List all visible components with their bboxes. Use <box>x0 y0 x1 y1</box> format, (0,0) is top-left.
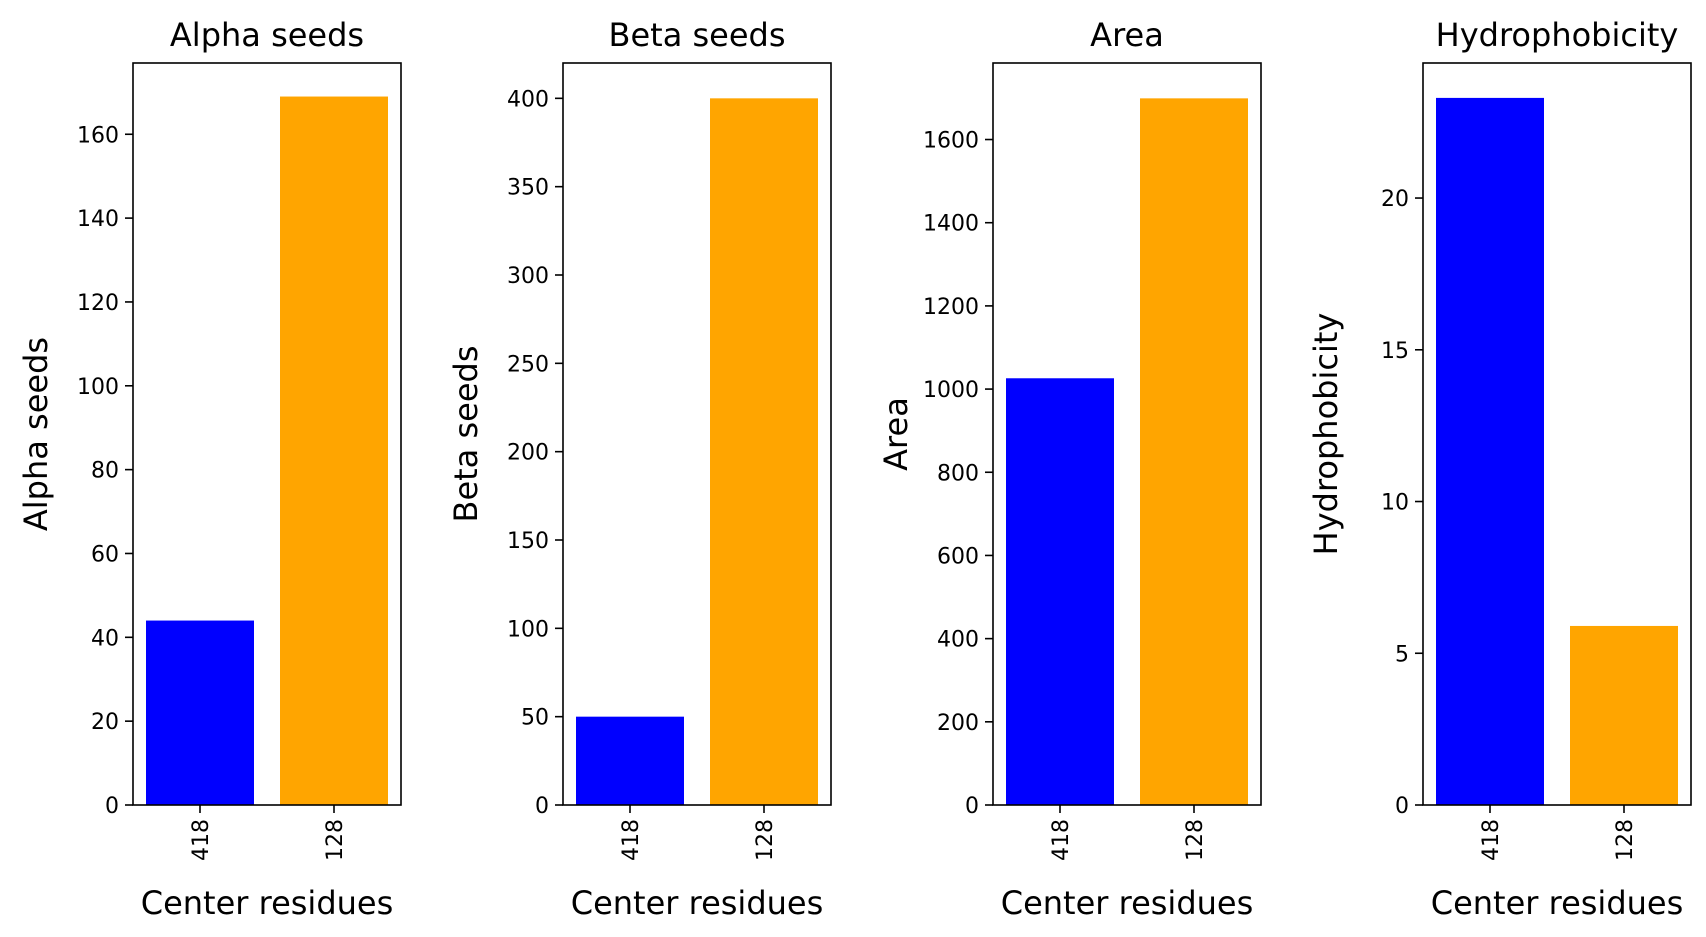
y-tick-label: 0 <box>105 794 119 819</box>
x-axis-label: Center residues <box>1001 884 1254 922</box>
axes-frame <box>1422 62 1692 806</box>
y-tick-label: 250 <box>507 352 549 377</box>
axes-frame <box>132 62 402 806</box>
y-tick-label: 800 <box>937 461 979 486</box>
y-tick-label: 200 <box>937 711 979 736</box>
x-axis-label: Center residues <box>571 884 824 922</box>
y-tick-label: 10 <box>1381 491 1409 516</box>
chart-title: Hydrophobicity <box>1436 16 1679 54</box>
y-tick-label: 160 <box>77 123 119 148</box>
y-tick-label: 120 <box>77 291 119 316</box>
chart-title: Alpha seeds <box>170 16 364 54</box>
y-tick-label: 80 <box>91 459 119 484</box>
bar-128 <box>280 96 388 805</box>
y-axis-label: Hydrophobicity <box>1307 313 1345 556</box>
y-tick-label: 400 <box>937 628 979 653</box>
x-tick-label: 128 <box>1183 819 1208 861</box>
y-tick-label: 200 <box>507 441 549 466</box>
chart-title: Beta seeds <box>609 16 786 54</box>
axes-frame <box>992 62 1262 806</box>
y-tick-label: 100 <box>507 617 549 642</box>
y-tick-label: 20 <box>91 710 119 735</box>
x-tick-label: 418 <box>1049 819 1074 861</box>
y-tick-label: 1400 <box>923 212 979 237</box>
y-tick-label: 15 <box>1381 339 1409 364</box>
y-tick-label: 150 <box>507 529 549 554</box>
y-tick-label: 40 <box>91 626 119 651</box>
chart-panel-3: 0 5 10 15 20 418 128 Hydrophobicity Center resid… <box>1307 16 1692 922</box>
x-tick-label: 128 <box>1613 819 1638 861</box>
y-tick-label: 350 <box>507 176 549 201</box>
y-tick-label: 1200 <box>923 295 979 320</box>
x-tick-label: 418 <box>619 819 644 861</box>
chart-panel-2: 0 200 400 600 800 1000 1200 1400 1600 418 128 Area C… <box>877 16 1262 922</box>
y-tick-label: 20 <box>1381 187 1409 212</box>
axes-frame <box>562 62 832 806</box>
y-tick-label: 600 <box>937 544 979 569</box>
y-tick-label: 0 <box>1395 794 1409 819</box>
y-axis-label: Beta seeds <box>447 346 485 523</box>
y-tick-label: 100 <box>77 375 119 400</box>
y-tick-label: 0 <box>535 794 549 819</box>
y-axis-label: Alpha seeds <box>17 337 55 531</box>
bar-418 <box>1436 97 1544 806</box>
bar-418 <box>1006 378 1114 805</box>
y-tick-label: 1600 <box>923 129 979 154</box>
bar-418 <box>576 716 684 805</box>
bar-418 <box>146 620 254 805</box>
y-tick-label: 300 <box>507 264 549 289</box>
y-tick-label: 1000 <box>923 378 979 403</box>
y-axis-label: Area <box>877 397 915 471</box>
bar-128 <box>1570 625 1678 805</box>
y-tick-label: 50 <box>521 706 549 731</box>
x-tick-label: 418 <box>1479 819 1504 861</box>
x-tick-label: 128 <box>753 819 778 861</box>
chart-panel-1: 0 50 100 150 200 250 300 350 400 418 128 Beta seeds… <box>447 16 832 922</box>
x-tick-label: 128 <box>323 819 348 861</box>
y-tick-label: 400 <box>507 87 549 112</box>
bar-128 <box>710 98 818 806</box>
y-tick-label: 60 <box>91 542 119 567</box>
chart-panel-0: 0 20 40 60 80 100 120 140 160 418 128 Alpha seeds Ce… <box>17 16 402 922</box>
x-axis-label: Center residues <box>1431 884 1684 922</box>
x-tick-label: 418 <box>189 819 214 861</box>
x-axis-label: Center residues <box>141 884 394 922</box>
y-tick-label: 0 <box>965 794 979 819</box>
y-tick-label: 140 <box>77 207 119 232</box>
bar-128 <box>1140 98 1248 805</box>
y-tick-label: 5 <box>1395 642 1409 667</box>
chart-title: Area <box>1090 16 1164 54</box>
